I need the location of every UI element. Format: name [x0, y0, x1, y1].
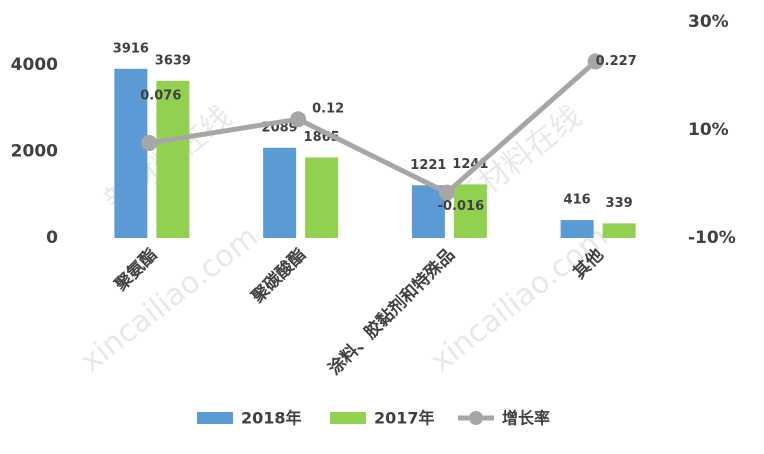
growth-point: [290, 111, 307, 128]
y2-tick-label: 30%: [688, 12, 729, 32]
bar: [114, 68, 148, 238]
growth-point: [438, 184, 455, 201]
bar: [305, 157, 339, 238]
bar: [156, 80, 190, 238]
y-tick-label: 2000: [11, 142, 58, 162]
value-label: 339: [606, 196, 633, 211]
legend-swatch: [330, 412, 366, 424]
watermark: xincailiao.com: [74, 219, 265, 379]
value-label: 0.076: [140, 88, 181, 103]
legend-swatch: [197, 412, 233, 424]
legend-label: 2017年: [374, 409, 435, 428]
value-label: 3916: [113, 41, 149, 56]
y-tick-label: 4000: [11, 55, 58, 75]
bar: [602, 223, 636, 238]
bar: [263, 147, 297, 238]
legend-label: 2018年: [241, 409, 302, 428]
growth-point: [141, 134, 158, 151]
value-label: 3639: [155, 53, 191, 68]
bar: [453, 184, 487, 238]
growth-line: [148, 59, 598, 196]
y-tick-label: 0: [46, 228, 58, 248]
y2-tick-label: 10%: [688, 120, 729, 140]
value-label: 0.227: [596, 54, 637, 69]
legend-swatch: [469, 411, 483, 425]
growth-point: [587, 53, 604, 70]
value-label: 0.12: [312, 102, 344, 117]
value-label: 416: [564, 193, 591, 208]
bar: [560, 220, 594, 238]
value-label: 1221: [410, 158, 446, 173]
value-label: -0.016: [438, 199, 485, 214]
x-tick-label: 聚碳酸酯: [247, 244, 311, 308]
legend-label: 增长率: [502, 409, 550, 428]
watermark: xincailiao.com: [424, 219, 615, 379]
y2-tick-label: -10%: [688, 228, 736, 248]
